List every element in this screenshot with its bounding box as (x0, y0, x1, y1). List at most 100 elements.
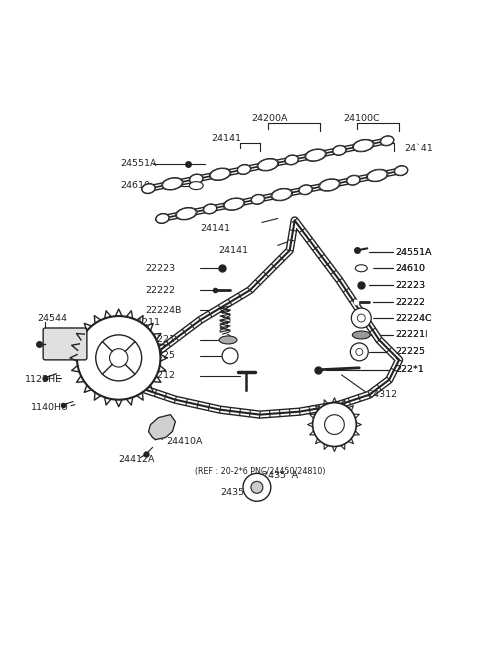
Text: 24141: 24141 (200, 224, 230, 233)
Text: 1140HU: 1140HU (31, 403, 69, 412)
Circle shape (357, 314, 365, 322)
Text: 22223: 22223 (395, 281, 425, 290)
Circle shape (251, 482, 263, 493)
Ellipse shape (203, 204, 217, 214)
Text: 24100C: 24100C (343, 114, 380, 124)
Text: 24610: 24610 (120, 181, 151, 190)
Text: 22225: 22225 (395, 348, 425, 356)
Text: 24551A: 24551A (395, 248, 432, 257)
Ellipse shape (355, 265, 367, 272)
Ellipse shape (366, 170, 388, 182)
Ellipse shape (237, 164, 251, 175)
Ellipse shape (272, 189, 291, 200)
Circle shape (222, 348, 238, 364)
Circle shape (350, 343, 368, 361)
Text: 22221: 22221 (145, 336, 176, 344)
Ellipse shape (347, 175, 360, 185)
Text: 24141: 24141 (211, 134, 241, 143)
Ellipse shape (381, 136, 394, 145)
Ellipse shape (156, 214, 169, 223)
Ellipse shape (219, 336, 237, 344)
Ellipse shape (177, 208, 196, 219)
Ellipse shape (299, 185, 312, 195)
Circle shape (243, 474, 271, 501)
Ellipse shape (257, 158, 278, 171)
Ellipse shape (258, 159, 277, 170)
Ellipse shape (367, 170, 387, 181)
Text: 22224C: 22224C (395, 313, 432, 323)
Text: (REF : 20-2*6 PNC/24450/24810): (REF : 20-2*6 PNC/24450/24810) (194, 467, 325, 476)
Ellipse shape (271, 189, 292, 201)
Circle shape (109, 349, 128, 367)
Ellipse shape (224, 198, 244, 210)
FancyBboxPatch shape (43, 328, 87, 360)
Text: 24211: 24211 (131, 317, 161, 327)
Text: 24551A: 24551A (395, 248, 432, 257)
Ellipse shape (333, 145, 346, 156)
Text: 22225: 22225 (395, 348, 425, 356)
Ellipse shape (204, 204, 216, 214)
Text: 22222: 22222 (395, 298, 425, 307)
Text: 24352: 24352 (220, 487, 250, 497)
Circle shape (356, 348, 363, 355)
Text: 24544: 24544 (37, 313, 67, 323)
Ellipse shape (142, 184, 155, 193)
Ellipse shape (162, 177, 183, 190)
Ellipse shape (176, 208, 197, 220)
Text: 22225: 22225 (145, 351, 176, 361)
Text: 22222: 22222 (145, 286, 176, 294)
Ellipse shape (209, 168, 231, 181)
Ellipse shape (285, 155, 298, 164)
Ellipse shape (352, 139, 374, 152)
Ellipse shape (251, 194, 265, 204)
Text: 222*1: 222*1 (395, 365, 424, 374)
Text: 22224B: 22224B (145, 306, 182, 315)
Ellipse shape (163, 178, 182, 189)
Text: 22221I: 22221I (395, 330, 428, 340)
Text: 24610: 24610 (395, 263, 425, 273)
Polygon shape (148, 415, 175, 440)
Ellipse shape (238, 165, 251, 174)
Circle shape (77, 316, 160, 399)
Ellipse shape (305, 149, 326, 162)
Circle shape (96, 335, 142, 381)
Ellipse shape (333, 146, 346, 155)
Ellipse shape (190, 174, 203, 184)
Text: 24412A: 24412A (119, 455, 155, 464)
Ellipse shape (320, 179, 339, 191)
Ellipse shape (353, 140, 373, 151)
Ellipse shape (223, 198, 245, 210)
Ellipse shape (306, 149, 325, 161)
Text: 2435' A: 2435' A (262, 471, 298, 480)
Text: 24610: 24610 (395, 263, 425, 273)
Ellipse shape (252, 194, 264, 204)
Text: 22222: 22222 (395, 298, 425, 307)
Text: 24551A: 24551A (120, 159, 157, 168)
Ellipse shape (395, 166, 408, 175)
Ellipse shape (347, 175, 360, 185)
Text: 24410A: 24410A (167, 437, 203, 446)
Text: 24`41: 24`41 (404, 145, 433, 153)
Text: 22224C: 22224C (395, 313, 432, 323)
Ellipse shape (394, 166, 408, 175)
Text: 24141: 24141 (218, 246, 248, 255)
Ellipse shape (189, 181, 203, 190)
Ellipse shape (319, 179, 340, 191)
Text: 22223: 22223 (395, 281, 425, 290)
Ellipse shape (142, 183, 156, 194)
Text: 24312: 24312 (367, 390, 397, 399)
Text: 22223: 22223 (145, 263, 176, 273)
Ellipse shape (156, 214, 169, 223)
Text: 22212: 22212 (145, 371, 176, 380)
Ellipse shape (210, 169, 230, 180)
Ellipse shape (352, 331, 370, 339)
Ellipse shape (299, 185, 312, 194)
Text: 1123HE: 1123HE (25, 375, 62, 384)
Text: 24200A: 24200A (252, 114, 288, 124)
Circle shape (351, 308, 371, 328)
Text: 22221: 22221 (395, 330, 425, 340)
Ellipse shape (285, 155, 299, 165)
Text: 222*1: 222*1 (395, 365, 424, 374)
Ellipse shape (190, 175, 203, 183)
Ellipse shape (380, 136, 394, 146)
